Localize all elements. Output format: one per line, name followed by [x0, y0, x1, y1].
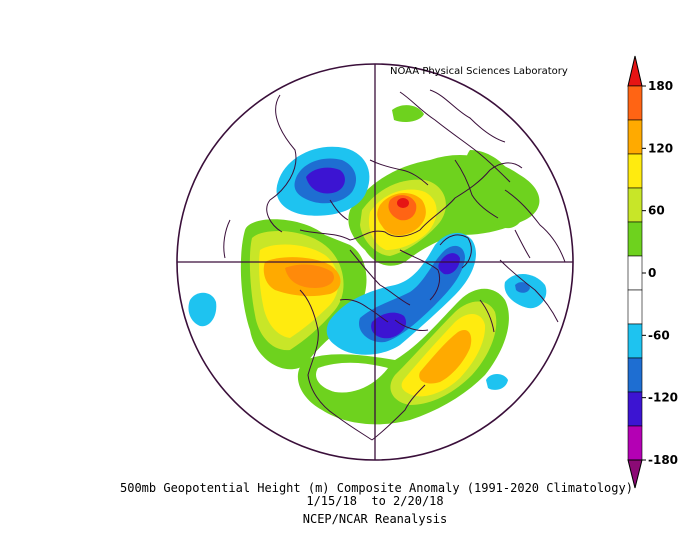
anomaly-greenland-indigo: [438, 253, 460, 275]
caption-dates: 1/15/18 to 2/20/18: [306, 494, 444, 508]
colorbar-segment: [627, 255, 643, 291]
colorbar-segment: [627, 221, 643, 257]
colorbar: 180 120 60 0 -60 -120 -180: [627, 55, 678, 489]
anomaly-atlantic-cyan: [486, 374, 508, 390]
anomaly-alaska-deep: [285, 264, 335, 288]
coastlines: [223, 89, 566, 441]
map-frame: [176, 63, 574, 461]
colorbar-tick-label: -120: [648, 391, 678, 405]
colorbar-tick-label: -180: [648, 453, 678, 467]
colorbar-segment: [627, 289, 643, 325]
anomaly-pacific-cyan: [188, 292, 217, 327]
colorbar-segment: [627, 357, 643, 393]
colorbar-segment: [627, 85, 643, 121]
caption-title: 500mb Geopotential Height (m) Composite …: [120, 481, 633, 495]
anomaly-asia-max: [397, 198, 409, 208]
credit-label: NOAA Physical Sciences Laboratory: [390, 66, 568, 77]
anomaly-atlantic-white: [315, 362, 388, 393]
colorbar-segment: [627, 323, 643, 359]
anomaly-scandinavia-green: [392, 105, 424, 122]
colorbar-tick-label: 180: [648, 79, 673, 93]
anomaly-siberia-indigo: [306, 167, 345, 194]
colorbar-segment: [627, 153, 643, 189]
colorbar-tick-label: 120: [648, 141, 673, 155]
caption-source: NCEP/NCAR Reanalysis: [302, 512, 448, 526]
anomaly-field: [188, 105, 547, 425]
colorbar-segment: [627, 187, 643, 223]
grid-lines: [177, 64, 573, 460]
colorbar-segment: [627, 119, 643, 155]
anomaly-europe-blue: [515, 282, 530, 293]
anomaly-atlantic-orange: [419, 329, 472, 384]
anomaly-arctic-indigo: [371, 312, 407, 339]
anomaly-europe-green: [465, 150, 526, 229]
colorbar-segment: [627, 391, 643, 427]
colorbar-bottom-arrow: [627, 459, 643, 489]
colorbar-top-arrow: [627, 55, 643, 87]
colorbar-segment: [627, 425, 643, 461]
colorbar-tick-label: 0: [648, 266, 656, 280]
colorbar-tick-label: 60: [648, 204, 665, 218]
colorbar-tick-label: -60: [648, 328, 670, 342]
